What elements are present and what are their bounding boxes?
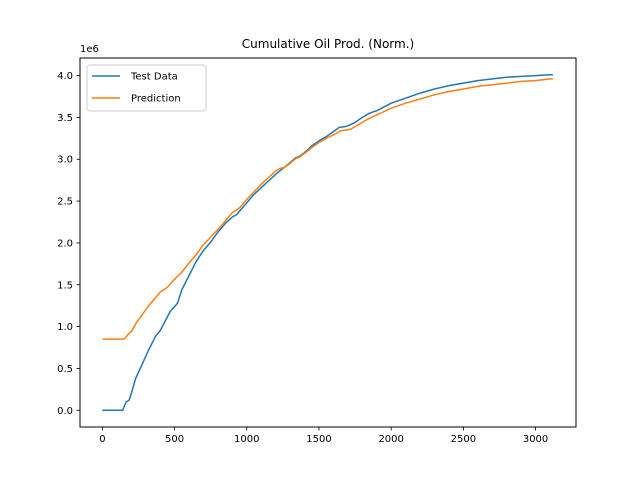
x-tick-label: 3000 [523,434,548,445]
y-tick-label: 2.5 [57,197,73,208]
y-tick-label: 3.5 [57,113,73,124]
x-tick-label: 1000 [234,434,259,445]
x-tick-label: 500 [165,434,184,445]
series-line-prediction [102,78,553,340]
y-tick-label: 2.0 [57,238,73,249]
plot-frame [79,57,577,428]
x-tick-label: 0 [99,434,105,445]
y-tick-label: 0.0 [57,406,73,417]
x-tick-label: 2500 [451,434,476,445]
chart-title: Cumulative Oil Prod. (Norm.) [242,37,414,51]
legend: Test Data Prediction [86,64,207,112]
legend-label-prediction: Prediction [131,94,181,105]
x-axis: 0 500 1000 1500 2000 2500 3000 [99,427,548,445]
y-tick-label: 1.0 [57,322,73,333]
y-axis: 0.0 0.5 1.0 1.5 2.0 2.5 3.0 3.5 4.0 [57,71,80,417]
series-line-test-data [102,73,553,412]
y-offset-label: 1e6 [80,44,99,55]
plot-lines [102,73,553,412]
legend-label-test-data: Test Data [130,72,178,83]
y-tick-label: 1.5 [57,280,73,291]
x-tick-label: 2000 [378,434,403,445]
y-tick-label: 0.5 [57,364,73,375]
y-tick-label: 3.0 [57,155,73,166]
x-tick-label: 1500 [306,434,331,445]
y-tick-label: 4.0 [57,71,73,82]
